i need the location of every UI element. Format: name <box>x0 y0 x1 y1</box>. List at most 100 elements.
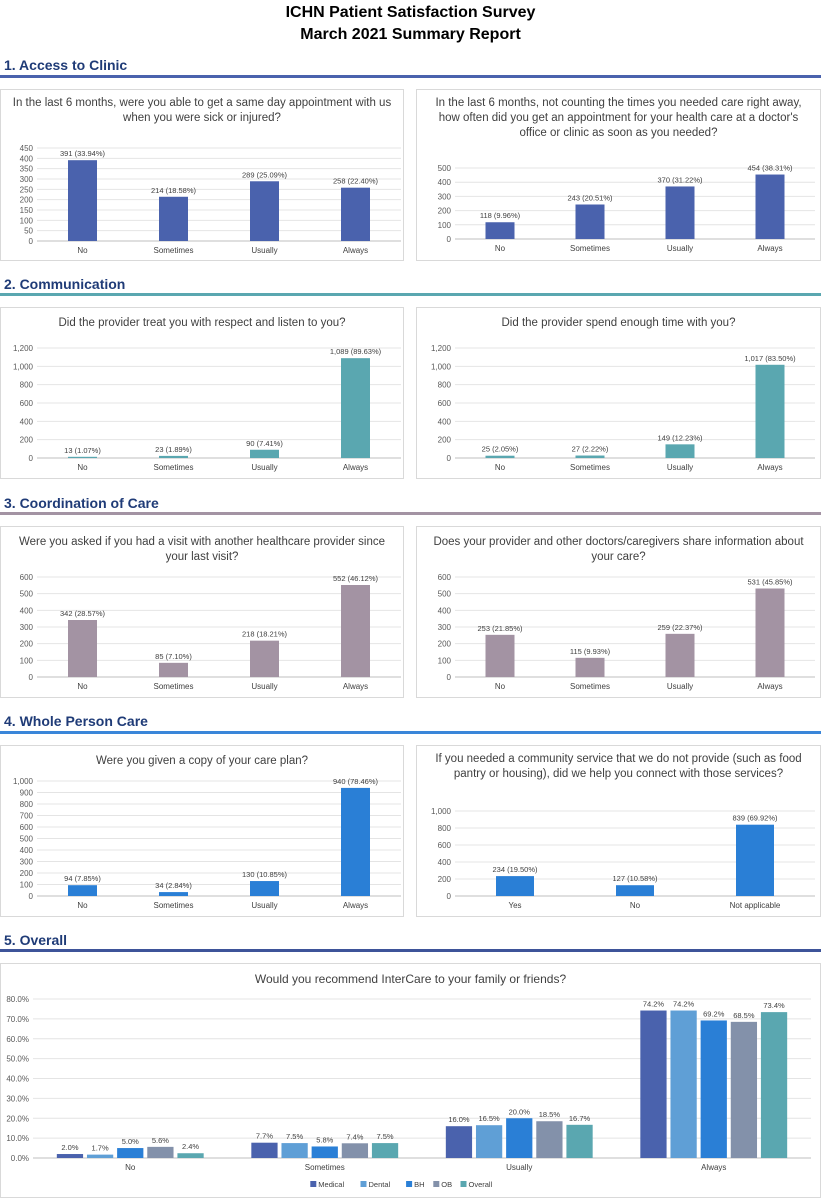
chart-svg: 0.0% 10.0% 20.0% 30.0% 40.0% 50.0% 60.0% 70.0% 8… <box>6 995 811 1189</box>
data-label: 68.5% <box>733 1011 755 1020</box>
chart-title: Were you given a copy of your care plan? <box>95 755 309 767</box>
y-tick-label: 300 <box>438 623 452 632</box>
y-tick-label: 800 <box>20 381 34 390</box>
chart-panel-community-service: 0 200 400 600 800 1,000 Yes No Not applicable 234… <box>416 745 821 917</box>
y-tick-label: 800 <box>438 381 452 390</box>
bar <box>485 634 515 677</box>
data-label: 1.7% <box>92 1144 109 1153</box>
chart-panel-enough-time: 0 200 400 600 800 1,000 1,200 No Sometimes Usuall… <box>416 307 821 479</box>
bar <box>536 1121 563 1158</box>
bar <box>755 364 785 458</box>
bar <box>506 1118 533 1158</box>
x-tick-label: No <box>125 1163 136 1172</box>
x-tick-label: No <box>77 682 88 691</box>
bar <box>250 449 279 458</box>
y-tick-label: 0 <box>447 892 452 901</box>
bar <box>159 662 188 677</box>
y-tick-label: 0 <box>29 237 34 246</box>
y-tick-label: 100 <box>20 656 34 665</box>
x-tick-label: Sometimes <box>153 901 193 910</box>
y-tick-label: 500 <box>20 835 34 844</box>
bar <box>475 1125 503 1158</box>
y-tick-label: 200 <box>438 640 452 649</box>
x-tick-label: Usually <box>251 463 277 472</box>
data-label: 69.2% <box>703 1009 725 1018</box>
section-rule-access <box>0 75 821 78</box>
x-tick-label: Not applicable <box>730 901 781 910</box>
bar <box>341 358 370 458</box>
bar <box>250 881 279 896</box>
data-label: 85 (7.10%) <box>155 652 192 661</box>
data-label: 149 (12.23%) <box>657 433 703 442</box>
data-label: 7.4% <box>346 1132 363 1141</box>
bar <box>86 1154 114 1158</box>
data-label: 342 (28.57%) <box>60 609 106 618</box>
chart-svg: 0 100 200 300 400 500 600 No Sometimes Usually Alw… <box>20 573 401 691</box>
bar <box>68 160 97 241</box>
y-tick-label: 1,000 <box>431 362 452 371</box>
x-tick-label: No <box>495 682 506 691</box>
chart-title: Did the provider treat you with respect … <box>58 317 346 329</box>
bar <box>341 187 370 241</box>
y-tick-label: 400 <box>438 606 452 615</box>
bar <box>371 1143 399 1158</box>
chart-svg: 0 200 400 600 800 1,000 Yes No Not applicable 234… <box>431 807 815 910</box>
data-label: 214 (18.58%) <box>151 186 197 195</box>
y-tick-label: 200 <box>20 436 34 445</box>
legend-label: Dental <box>369 1180 391 1189</box>
x-tick-label: Usually <box>667 244 693 253</box>
data-label: 243 (20.51%) <box>567 193 613 202</box>
y-tick-label: 0 <box>447 235 452 244</box>
y-tick-label: 300 <box>20 858 34 867</box>
data-label: 74.2% <box>643 1000 665 1009</box>
chart-title: In the last 6 months, were you able to g… <box>12 97 392 124</box>
bar <box>341 787 370 896</box>
y-tick-label: 50.0% <box>6 1055 29 1064</box>
bar <box>665 444 695 458</box>
x-tick-label: Sometimes <box>570 463 610 472</box>
data-label: 16.5% <box>478 1114 500 1123</box>
section-heading-coordination: 3. Coordination of Care <box>4 495 159 511</box>
y-tick-label: 200 <box>20 869 34 878</box>
chart-title: In the last 6 months, not counting the t… <box>435 97 802 139</box>
x-tick-label: Sometimes <box>570 244 610 253</box>
data-label: 218 (18.21%) <box>242 630 288 639</box>
x-tick-label: Usually <box>667 463 693 472</box>
y-tick-label: 250 <box>20 185 34 194</box>
data-label: 25 (2.05%) <box>482 445 519 454</box>
x-tick-label: No <box>495 463 506 472</box>
chart-panel-same-day: 0 50 100 150 200 250 300 350 400 450 No Sometimes Us… <box>0 89 404 261</box>
bar <box>575 455 605 458</box>
chart-svg: 0 200 400 600 800 1,000 1,200 No Sometimes Usuall… <box>431 344 815 472</box>
data-label: 13 (1.07%) <box>64 446 101 455</box>
bar <box>755 174 785 239</box>
bar <box>736 824 774 896</box>
chart-svg: 0 100 200 300 400 500 No Sometimes Usually Always… <box>438 164 815 253</box>
y-tick-label: 450 <box>20 144 34 153</box>
data-label: 27 (2.22%) <box>572 445 609 454</box>
section-rule-overall <box>0 949 821 952</box>
x-tick-label: Always <box>757 244 782 253</box>
bar <box>575 657 605 677</box>
y-tick-label: 0.0% <box>11 1154 29 1163</box>
y-tick-label: 600 <box>20 823 34 832</box>
chart-title: Were you asked if you had a visit with a… <box>18 536 386 563</box>
y-tick-label: 200 <box>438 436 452 445</box>
y-tick-label: 400 <box>20 846 34 855</box>
bar <box>575 204 605 239</box>
chart-title: If you needed a community service that w… <box>435 753 802 780</box>
bar <box>68 620 97 677</box>
section-rule-communication <box>0 293 821 296</box>
section-rule-whole-person <box>0 731 821 734</box>
section-rule-coordination <box>0 512 821 515</box>
data-label: 2.0% <box>61 1143 78 1152</box>
chart-svg: 0 100 200 300 400 500 600 700 800 900 1,000 No Somet… <box>13 777 401 910</box>
data-label: 16.7% <box>569 1114 591 1123</box>
y-tick-label: 500 <box>438 164 452 173</box>
data-label: 253 (21.85%) <box>477 624 523 633</box>
legend-swatch <box>460 1181 467 1187</box>
data-label: 552 (46.12%) <box>333 574 379 583</box>
bar <box>250 640 279 677</box>
x-tick-label: Sometimes <box>570 682 610 691</box>
data-label: 7.5% <box>286 1132 303 1141</box>
